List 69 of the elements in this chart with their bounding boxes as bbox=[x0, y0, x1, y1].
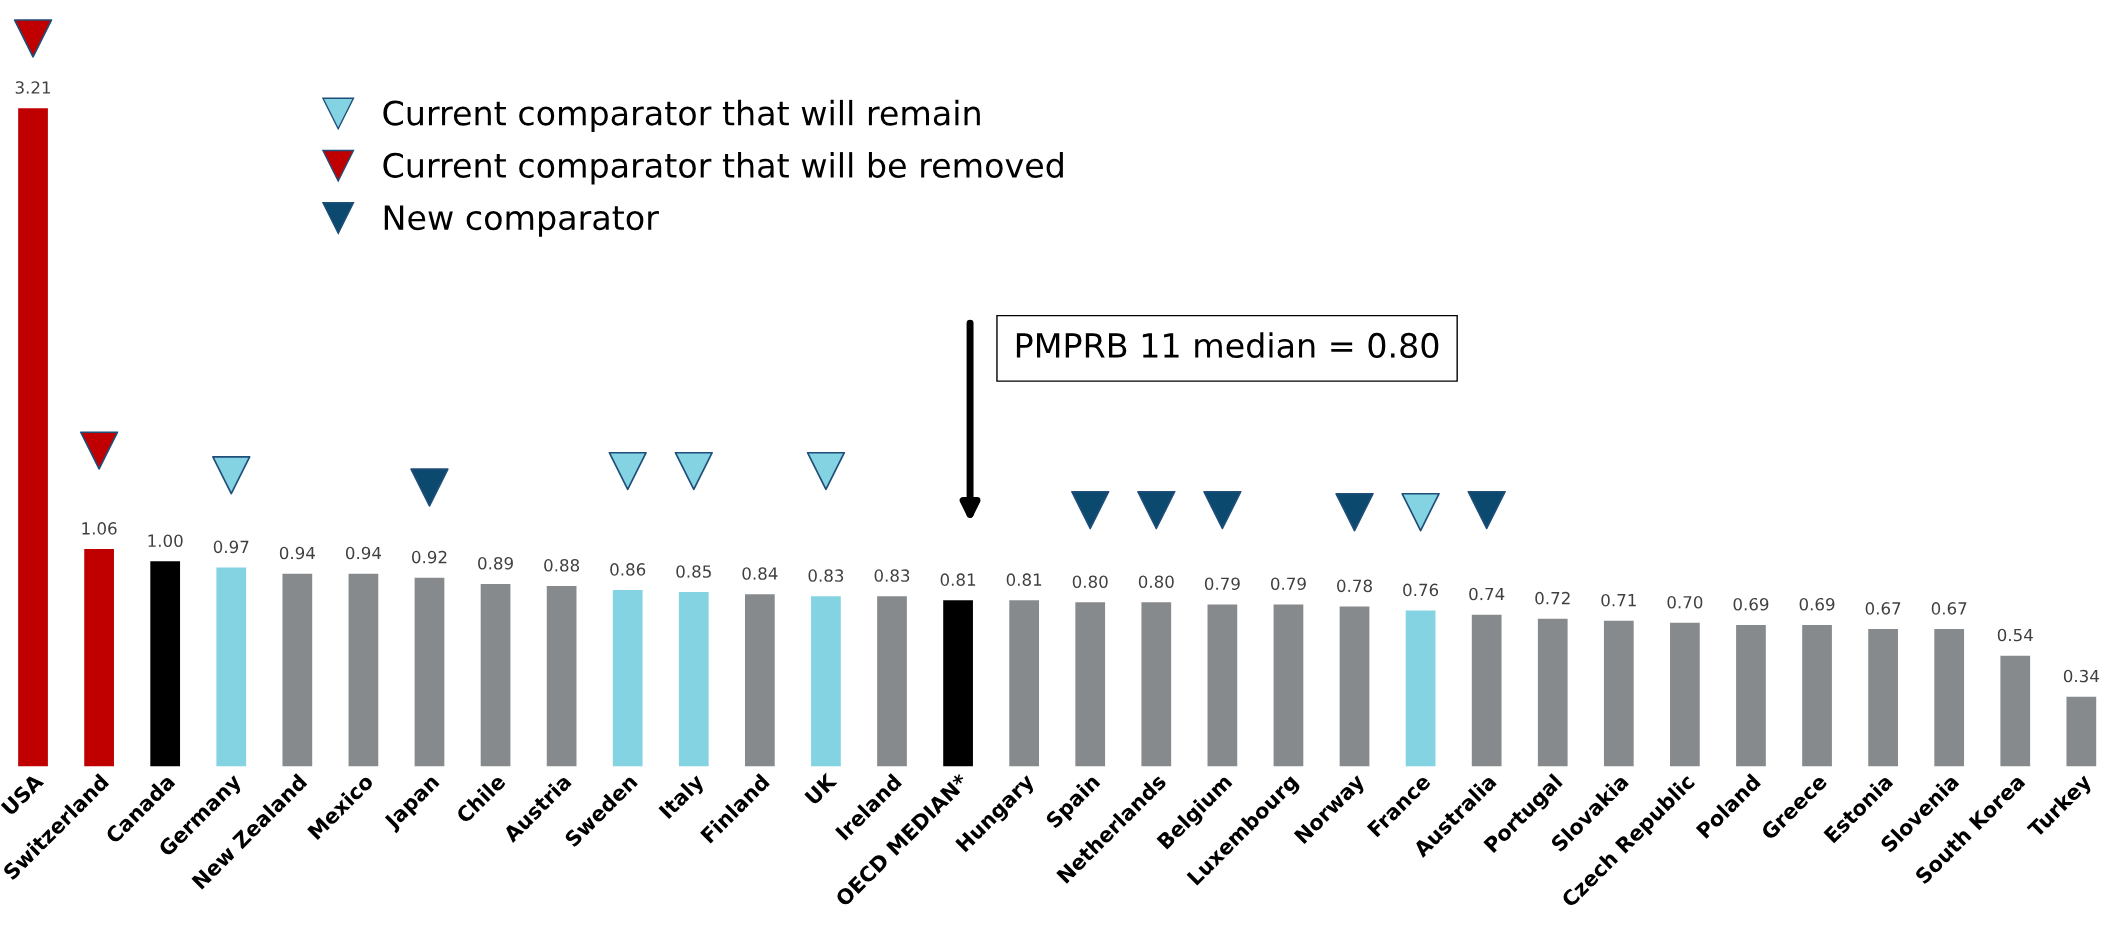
data-label: 0.84 bbox=[742, 567, 778, 580]
data-label: 0.83 bbox=[874, 569, 910, 582]
bar bbox=[1603, 620, 1634, 767]
bar bbox=[744, 594, 775, 767]
bar bbox=[282, 573, 313, 767]
legend-label: Current comparator that will remain bbox=[383, 99, 980, 133]
data-label: 0.83 bbox=[808, 569, 844, 582]
bar bbox=[612, 590, 643, 767]
bar bbox=[943, 600, 973, 767]
legend-label: Current comparator that will be removed bbox=[383, 152, 1063, 185]
bar bbox=[414, 577, 445, 767]
data-label: 0.34 bbox=[2063, 669, 2099, 683]
data-label: 0.79 bbox=[1270, 577, 1306, 591]
bar bbox=[1207, 604, 1238, 767]
bar bbox=[678, 592, 709, 767]
bar bbox=[1405, 610, 1436, 767]
bar bbox=[1273, 604, 1304, 767]
x-tick-label: UK bbox=[804, 771, 838, 806]
data-label: 0.67 bbox=[1931, 602, 1967, 615]
bar bbox=[1141, 602, 1172, 767]
bar bbox=[1802, 624, 1832, 767]
bar bbox=[84, 549, 114, 767]
data-label: 1.00 bbox=[148, 534, 183, 548]
data-label: 3.21 bbox=[15, 81, 51, 94]
bar bbox=[216, 567, 247, 767]
bar bbox=[1670, 622, 1700, 767]
bar bbox=[811, 596, 841, 767]
data-label: 0.80 bbox=[1138, 575, 1174, 589]
data-label: 0.86 bbox=[610, 563, 646, 576]
data-label: 0.81 bbox=[940, 573, 976, 586]
bar bbox=[1537, 618, 1568, 767]
bar bbox=[348, 573, 379, 767]
data-label: 0.92 bbox=[412, 550, 447, 564]
data-label: 0.94 bbox=[279, 546, 315, 560]
data-label: 0.89 bbox=[478, 556, 513, 570]
data-label: 0.88 bbox=[544, 559, 580, 572]
annotation: PMPRB 11 median = 0.80 bbox=[1016, 332, 1439, 359]
data-label: 0.79 bbox=[1204, 577, 1240, 591]
bar bbox=[1471, 614, 1502, 767]
bar bbox=[1934, 629, 1965, 767]
bar bbox=[150, 561, 181, 767]
data-label: 0.69 bbox=[1799, 597, 1835, 611]
bar bbox=[480, 583, 511, 767]
data-label: 0.67 bbox=[1865, 602, 1901, 615]
bar bbox=[546, 585, 577, 767]
data-label: 0.70 bbox=[1667, 595, 1703, 609]
data-label: 0.94 bbox=[345, 546, 382, 560]
bar bbox=[1868, 629, 1898, 767]
data-label: 0.85 bbox=[676, 565, 711, 578]
bar bbox=[1339, 606, 1370, 767]
bar bbox=[1009, 600, 1040, 767]
bar bbox=[2066, 696, 2097, 767]
bar bbox=[18, 108, 48, 767]
data-label: 1.06 bbox=[82, 522, 117, 535]
data-label: 0.69 bbox=[1733, 597, 1769, 611]
data-label: 0.71 bbox=[1601, 593, 1636, 607]
data-label: 0.97 bbox=[213, 540, 249, 554]
data-label: 0.81 bbox=[1006, 573, 1042, 586]
data-label: 0.80 bbox=[1072, 575, 1108, 589]
data-label: 0.72 bbox=[1535, 591, 1570, 605]
bar bbox=[877, 596, 907, 767]
legend-label: New comparator bbox=[384, 205, 659, 237]
bar bbox=[1075, 602, 1106, 767]
data-label: 0.78 bbox=[1337, 579, 1372, 593]
bar bbox=[2000, 655, 2031, 767]
data-label: 0.54 bbox=[1997, 628, 2033, 642]
data-label: 0.74 bbox=[1469, 587, 1505, 601]
data-label: 0.76 bbox=[1403, 583, 1439, 597]
bar bbox=[1736, 624, 1766, 767]
